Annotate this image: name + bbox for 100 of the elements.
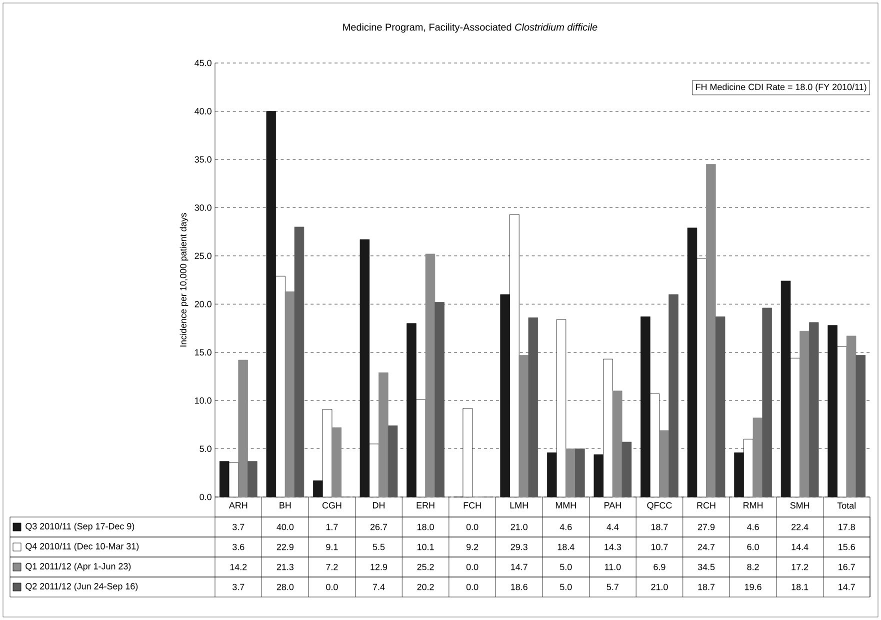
bar [687,228,698,498]
data-label: 29.3 [510,544,528,550]
data-label: 10.7 [651,544,668,550]
data-label: 28.0 [276,584,294,590]
data-label: 18.0 [418,524,434,530]
bar [434,302,444,498]
bar [800,330,810,498]
data-label: 0.0 [466,524,478,530]
legend-label: Q2 2011/12 (Jun 24-Sep 16) [26,582,138,592]
bar [603,358,613,498]
bar [284,291,295,498]
data-label: 18.4 [558,544,574,550]
data-label: 8.2 [747,564,759,570]
data-label: 7.4 [372,584,385,590]
data-label: 18.6 [511,584,528,590]
data-label: 14.3 [604,544,622,550]
bar [322,409,332,498]
data-label: 19.6 [745,584,762,590]
x-tick-label: CGH [322,502,342,509]
data-label: 0.0 [466,564,478,570]
data-label: 6.0 [747,544,759,550]
data-label: 5.7 [606,584,618,590]
bar [378,372,388,498]
bar [294,226,304,498]
annotation: FH Medicine CDI Rate = 18.0 (FY 2010/11) [696,84,866,92]
bar [734,452,744,498]
data-label: 18.7 [698,584,715,590]
y-tick-label: 45.0 [194,60,212,66]
data-label: 22.9 [276,544,294,550]
x-tick-label: LMH [510,502,528,508]
bar [808,322,819,498]
bar [594,454,604,498]
bar [640,316,650,498]
bar [612,390,622,498]
data-label: 10.1 [418,544,434,550]
data-label: 15.6 [838,544,855,550]
data-label: 0.0 [466,584,478,590]
bar [706,164,716,498]
bar [856,355,866,498]
x-tick-label: ARH [228,502,248,508]
bar [416,399,426,498]
bar [762,308,772,498]
bar [500,294,510,498]
data-label: 4.6 [560,524,572,530]
bar [313,480,323,498]
data-label: 5.5 [372,544,385,550]
bar [715,316,726,498]
bar [752,418,763,498]
y-tick-label: 5.0 [200,446,212,452]
bar [790,358,800,498]
bar [575,448,585,498]
legend-label: Q4 2010/11 (Dec 10-Mar 31) [26,542,139,552]
bar [276,276,286,498]
data-label: 0.0 [326,584,338,590]
bar [406,323,416,498]
data-label: 12.9 [370,564,388,570]
data-label: 14.2 [230,564,247,570]
bar [696,258,706,498]
data-label: 9.2 [466,544,478,550]
data-label: 4.4 [606,524,619,530]
data-label: 18.1 [792,584,808,590]
data-label: 27.9 [698,524,715,530]
bar [219,461,230,498]
bar [828,325,838,498]
bar [388,425,398,498]
x-tick-label: Total [837,502,856,509]
data-label: 24.7 [698,544,715,550]
bar [425,254,436,498]
legend-label: Q3 2010/11 (Sep 17-Dec 9) [26,522,134,532]
x-tick-label: MMH [556,502,576,508]
bar [546,452,557,498]
x-tick-label: RMH [744,502,763,508]
chart-title: Medicine Program, Facility-Associated Clostridium difficile [343,23,598,33]
y-tick-label: 20.0 [194,300,212,308]
y-tick-label: 0.0 [200,494,212,500]
y-tick-label: 15.0 [195,349,212,356]
data-label: 34.5 [698,564,715,570]
data-label: 21.3 [276,564,294,570]
data-label: 14.7 [511,564,528,570]
data-label: 3.7 [232,524,244,530]
x-tick-label: PAH [604,502,621,508]
x-tick-label: QFCC [647,502,672,510]
bar [518,355,529,498]
data-label: 16.7 [838,564,855,570]
y-tick-label: 35.0 [194,156,212,163]
data-label: 5.0 [560,564,572,570]
y-tick-label: 10.0 [195,397,212,404]
data-label: 4.6 [747,524,759,530]
data-label: 25.2 [417,564,434,570]
data-label: 17.8 [838,524,855,530]
data-label: 3.6 [232,544,244,550]
data-label: 20.2 [417,584,434,590]
legend-label: Q1 2011/12 (Apr 1-Jun 23) [26,562,131,572]
bar [837,346,847,498]
y-tick-label: 25.0 [194,252,212,260]
bar [780,280,791,498]
y-tick-label: 40.0 [194,108,212,114]
x-tick-label: RCH [697,502,716,509]
bar [266,111,276,498]
bar [566,448,576,498]
